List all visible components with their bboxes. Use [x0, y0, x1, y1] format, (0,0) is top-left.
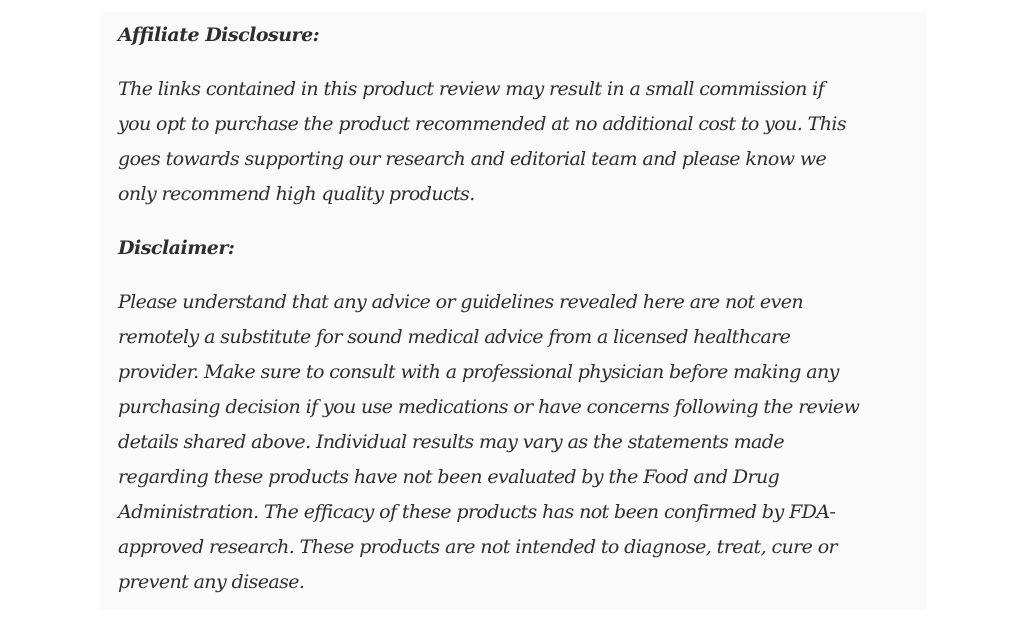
- text-line: only recommend high quality products.: [118, 183, 475, 205]
- text-line: approved research. These products are no…: [118, 536, 838, 558]
- text-line: The links contained in this product revi…: [118, 78, 825, 100]
- text-line: Please understand that any advice or gui…: [118, 291, 804, 313]
- affiliate-disclosure-heading: Affiliate Disclosure:: [118, 24, 320, 46]
- text-line: you opt to purchase the product recommen…: [118, 113, 847, 135]
- disclosure-panel: [100, 12, 926, 610]
- text-line: provider. Make sure to consult with a pr…: [118, 361, 839, 383]
- text-line: regarding these products have not been e…: [118, 466, 780, 488]
- text-line: goes towards supporting our research and…: [118, 148, 827, 170]
- text-line: prevent any disease.: [118, 571, 305, 593]
- disclosure-content: Affiliate Disclosure: The links containe…: [118, 18, 860, 619]
- affiliate-disclosure-text: The links contained in this product revi…: [118, 72, 859, 212]
- text-line: remotely a substitute for sound medical …: [118, 326, 791, 348]
- text-line: purchasing decision if you use medicatio…: [118, 396, 860, 418]
- disclaimer-text: Please understand that any advice or gui…: [118, 285, 860, 600]
- text-line: details shared above. Individual results…: [118, 431, 785, 453]
- disclaimer-heading: Disclaimer:: [118, 237, 235, 259]
- text-line: Administration. The efficacy of these pr…: [118, 501, 836, 523]
